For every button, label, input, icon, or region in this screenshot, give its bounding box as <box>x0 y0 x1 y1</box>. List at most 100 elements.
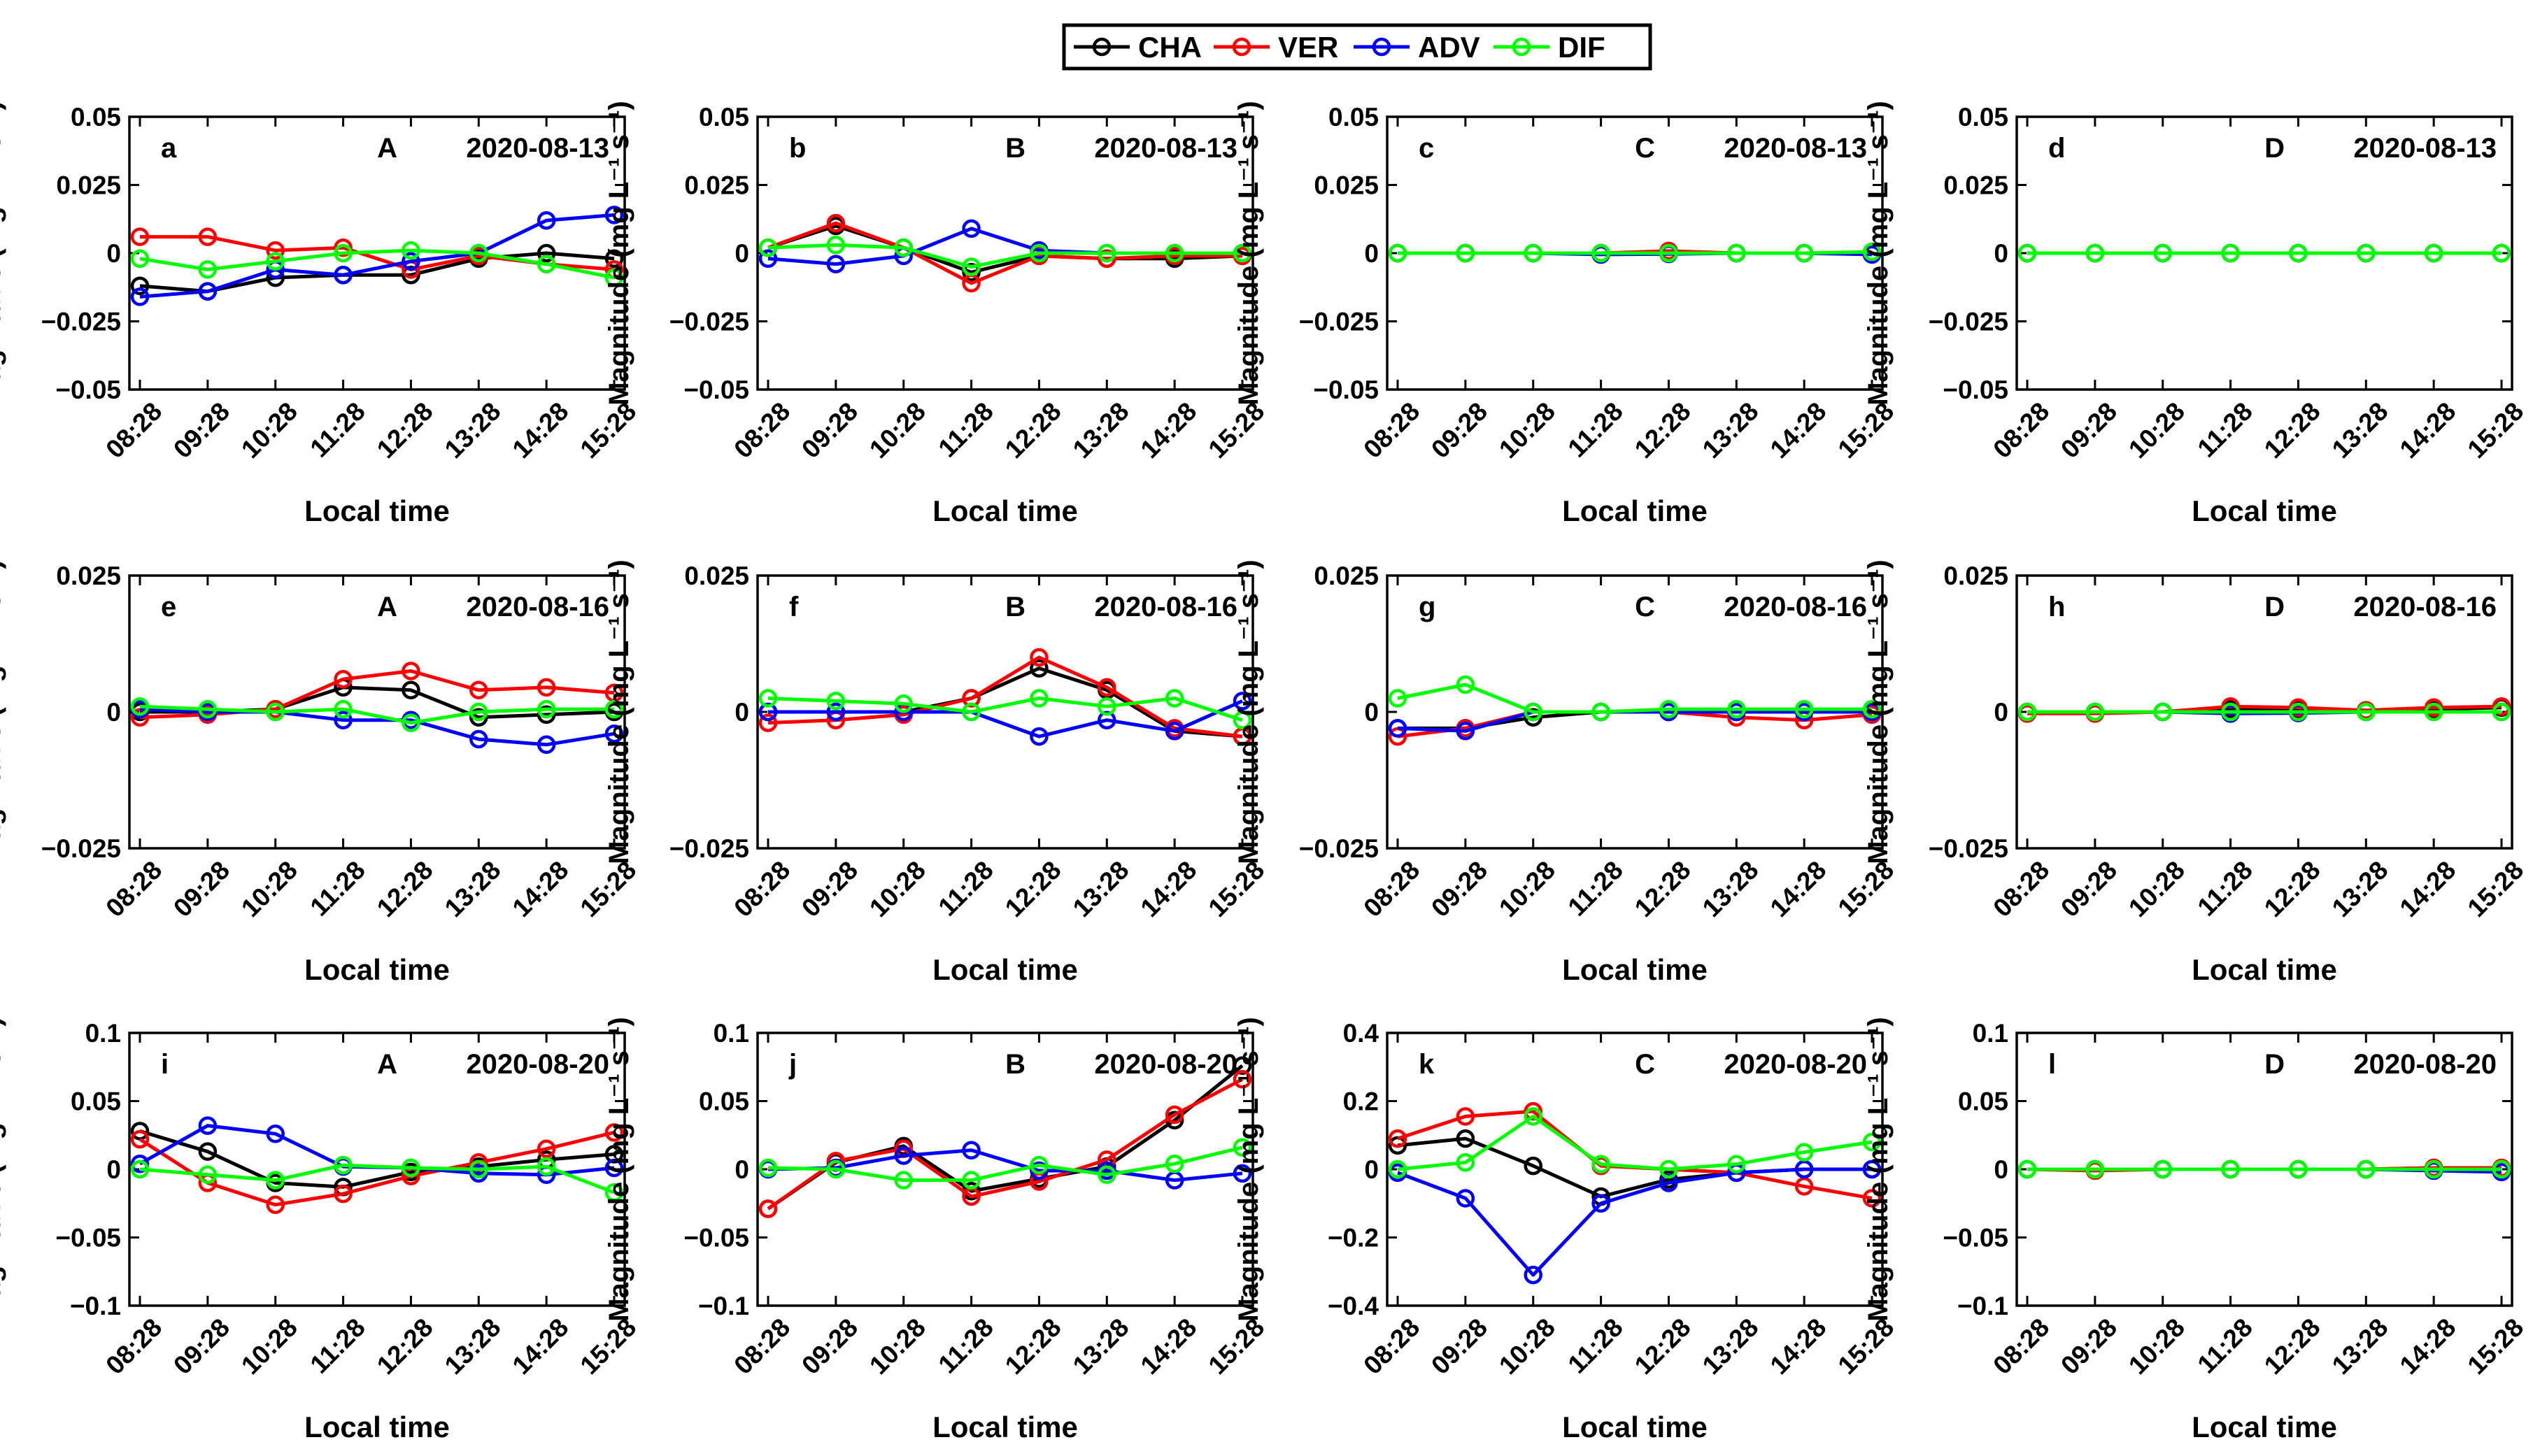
x-tick-label: 09:28 <box>2055 1313 2122 1380</box>
x-axis-title: Local time <box>2192 953 2337 986</box>
x-tick-label: 08:28 <box>1987 1313 2055 1380</box>
legend-marker-ver <box>1232 37 1251 57</box>
data-point-dif <box>826 236 846 255</box>
x-axis-title: Local time <box>304 953 450 986</box>
y-tick-label: 0 <box>1364 1155 1379 1184</box>
data-point-dif <box>2357 243 2376 263</box>
y-tick-label: −0.05 <box>55 1224 121 1252</box>
data-point-dif <box>1591 243 1610 263</box>
data-point-dif <box>2492 1159 2511 1179</box>
data-point-dif <box>604 268 624 287</box>
y-tick-label: 0 <box>1994 1155 2008 1184</box>
panel-date: 2020-08-16 <box>1094 592 1237 622</box>
data-point-dif <box>1388 243 1407 263</box>
x-tick-label: 09:28 <box>1426 397 1493 464</box>
x-tick-label: 10:28 <box>236 1313 303 1380</box>
data-point-dif <box>1098 697 1116 716</box>
series-line-dif <box>767 1145 1243 1183</box>
panel-site: C <box>1635 133 1655 164</box>
panel-date: 2020-08-13 <box>2353 133 2497 164</box>
data-point-dif <box>962 257 981 276</box>
panel-letter: j <box>788 1049 797 1080</box>
x-tick-label: 12:28 <box>1629 397 1696 464</box>
data-point-dif <box>1165 1154 1184 1173</box>
series-ver <box>758 1070 1252 1218</box>
y-tick-label: −0.05 <box>1313 376 1379 404</box>
data-point-dif <box>469 243 488 263</box>
data-point-cha <box>1456 1129 1475 1148</box>
series-line-ver <box>767 1078 1244 1211</box>
panel-j: −0.1 −0.05 0 0.05 0.1 08:28 09:28 10:28 11:28 12:… <box>604 1017 1270 1443</box>
y-tick-label: −0.025 <box>1299 834 1379 863</box>
x-tick-label: 14:28 <box>507 397 574 464</box>
x-tick-label: 15:28 <box>574 397 641 464</box>
y-tick-label: 0.025 <box>684 171 749 200</box>
data-point-dif <box>2085 243 2105 263</box>
data-point-dif <box>1165 243 1184 263</box>
data-point-cha <box>130 1122 150 1141</box>
series-line-adv <box>1397 1167 1872 1277</box>
x-tick-label: 08:28 <box>728 1313 795 1380</box>
series-line-adv <box>139 707 615 747</box>
data-point-dif <box>2017 702 2037 722</box>
y-tick-label: −0.025 <box>1929 308 2008 336</box>
x-tick-label: 11:28 <box>932 1313 998 1378</box>
series-line-adv <box>139 213 615 299</box>
y-tick-label: −0.4 <box>1328 1292 1379 1320</box>
data-point-ver <box>266 241 285 260</box>
data-point-dif <box>1591 702 1610 722</box>
data-point-dif <box>2424 243 2443 263</box>
y-tick-label: −0.05 <box>55 376 121 404</box>
data-point-cha <box>604 249 624 269</box>
x-tick-label: 09:28 <box>796 855 863 922</box>
x-tick-label: 12:28 <box>1629 855 1696 922</box>
y-tick-label: 0.4 <box>1343 1019 1379 1048</box>
x-tick-label: 12:28 <box>1000 855 1067 922</box>
x-tick-label: 14:28 <box>1765 855 1832 922</box>
panel-date: 2020-08-20 <box>466 1049 609 1080</box>
x-tick-label: 10:28 <box>864 397 931 464</box>
data-point-cha <box>604 1145 624 1164</box>
series-adv <box>130 206 624 306</box>
data-point-dif <box>2492 702 2511 722</box>
data-point-ver <box>334 1184 353 1204</box>
x-tick-label: 08:28 <box>100 397 167 464</box>
x-axis-title: Local time <box>304 1411 450 1443</box>
data-point-dif <box>1524 243 1542 263</box>
series-line-cha <box>139 1129 615 1189</box>
y-tick-label: 0.025 <box>1314 562 1379 590</box>
data-point-cha <box>1524 708 1542 727</box>
x-tick-label: 15:28 <box>574 855 641 922</box>
data-point-dif <box>2289 243 2308 263</box>
y-axis-title: Magnitude (mg L⁻¹ s⁻¹) <box>0 101 6 406</box>
x-tick-label: 14:28 <box>1135 855 1202 922</box>
data-point-adv <box>334 265 353 285</box>
data-point-dif <box>1456 243 1475 263</box>
data-point-ver <box>758 1199 778 1218</box>
data-point-adv <box>604 206 624 224</box>
y-tick-label: 0.2 <box>1343 1087 1379 1116</box>
data-point-ver <box>1456 1107 1475 1126</box>
y-tick-label: 0 <box>106 1155 121 1184</box>
series-dif <box>758 236 1252 276</box>
panel-letter: h <box>2048 592 2065 622</box>
data-point-dif <box>2017 1159 2037 1179</box>
x-tick-label: 11:28 <box>2192 397 2257 462</box>
data-point-dif <box>604 1183 624 1202</box>
y-tick-label: 0.1 <box>714 1019 749 1048</box>
y-tick-label: 0.025 <box>56 171 121 200</box>
data-point-dif <box>1862 699 1882 719</box>
data-point-dif <box>402 713 420 732</box>
x-tick-label: 14:28 <box>2394 1313 2462 1380</box>
panel-letter: a <box>161 133 177 164</box>
data-point-dif <box>1030 1155 1049 1175</box>
y-axis-title: Magnitude (mg L⁻¹ s⁻¹) <box>0 559 6 864</box>
data-point-adv <box>894 1146 913 1165</box>
x-tick-label: 14:28 <box>1135 397 1202 464</box>
y-tick-label: 0.025 <box>1943 562 2008 590</box>
y-tick-label: −0.05 <box>683 376 749 404</box>
y-tick-label: 0 <box>106 239 121 268</box>
data-point-dif <box>334 1155 353 1175</box>
data-point-dif <box>2424 1159 2443 1179</box>
